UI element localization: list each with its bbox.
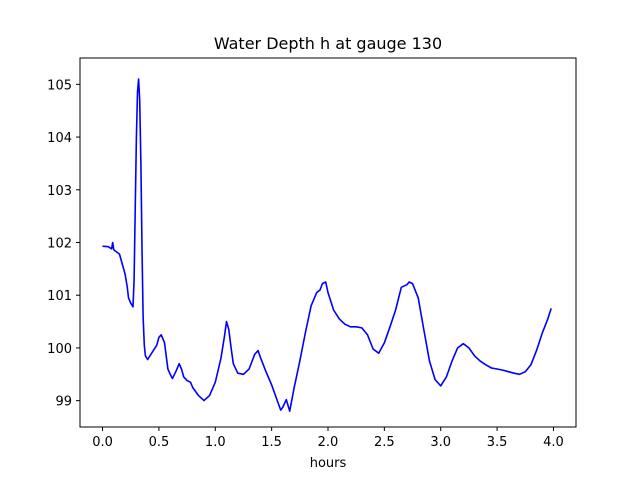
plot-area: [102, 78, 552, 413]
x-tick-label: 4.0: [543, 435, 564, 450]
y-axis: 99 100 101 102 103 104 105: [47, 78, 80, 410]
series-line-0: [102, 78, 552, 413]
y-tick-label: 102: [47, 237, 72, 252]
x-axis: 0.0 0.5 1.0 1.5 2.0 2.5 3.0 3.5 4.0: [92, 427, 564, 450]
y-tick-label: 105: [47, 78, 72, 93]
x-tick-label: 1.0: [205, 435, 226, 450]
y-tick-label: 103: [47, 184, 72, 199]
chart-title: Water Depth h at gauge 130: [214, 34, 442, 53]
plot-frame: [79, 57, 577, 428]
x-tick-label: 0.5: [149, 435, 170, 450]
y-tick-label: 104: [47, 131, 72, 146]
x-tick-label: 2.0: [318, 435, 339, 450]
y-tick-label: 99: [55, 395, 72, 410]
x-tick-label: 0.0: [92, 435, 113, 450]
y-tick-label: 100: [47, 342, 72, 357]
x-axis-label: hours: [310, 456, 347, 471]
x-tick-label: 3.5: [487, 435, 508, 450]
y-tick-label: 101: [47, 289, 72, 304]
x-tick-label: 3.0: [430, 435, 451, 450]
x-tick-label: 2.5: [374, 435, 395, 450]
x-tick-label: 1.5: [261, 435, 282, 450]
